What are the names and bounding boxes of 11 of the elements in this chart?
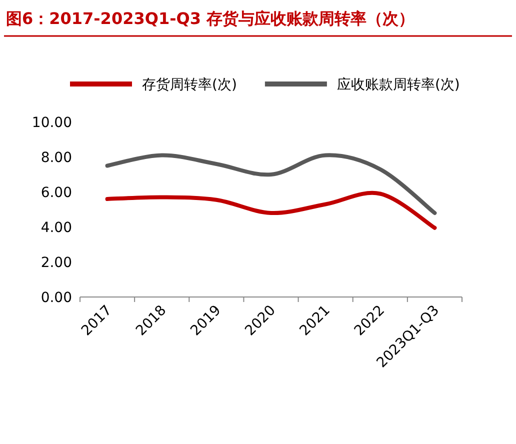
y-tick-label: 10.00 <box>32 115 72 131</box>
chart-title: 图6：2017-2023Q1-Q3 存货与应收账款周转率（次） <box>6 9 415 28</box>
y-tick-label: 4.00 <box>40 220 72 236</box>
y-tick-label: 0.00 <box>40 290 72 306</box>
legend-label: 存货周转率(次) <box>142 77 237 93</box>
y-tick-label: 8.00 <box>40 150 72 166</box>
line-series <box>105 153 437 215</box>
y-tick-label: 6.00 <box>40 185 72 201</box>
y-tick-label: 2.00 <box>40 255 72 271</box>
legend-label: 应收账款周转率(次) <box>336 77 460 93</box>
line-series <box>105 190 437 230</box>
